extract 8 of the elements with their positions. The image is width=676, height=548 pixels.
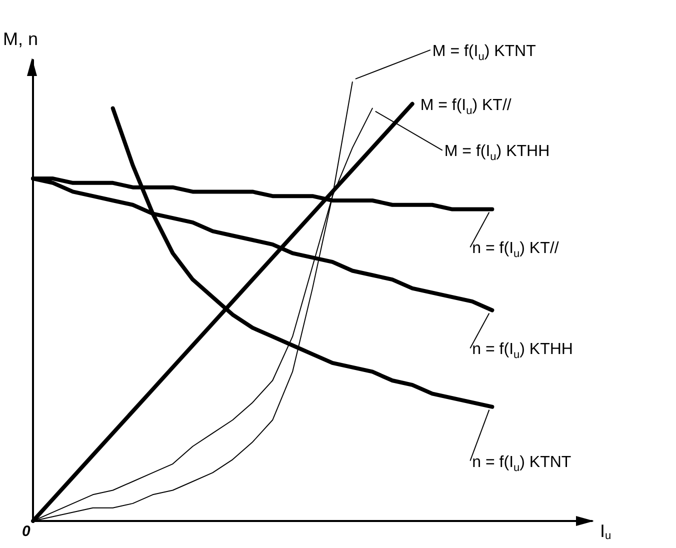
text: n = f(I$_{u}$) KTNT [472, 454, 572, 476]
series-label: n = f(I$_{u}$) KT// [472, 240, 559, 262]
text: n = f(I$_{u}$) KTHH [472, 341, 573, 364]
series-label: M = f(I$_{u}$) KT// [420, 96, 512, 120]
text: M = f(I$_{u}$) KTHH [444, 143, 550, 166]
text: M = f(I$_{u}$) KTNT [432, 42, 536, 66]
y-axis-title: M, n [3, 29, 38, 49]
text: 0 [22, 523, 31, 540]
